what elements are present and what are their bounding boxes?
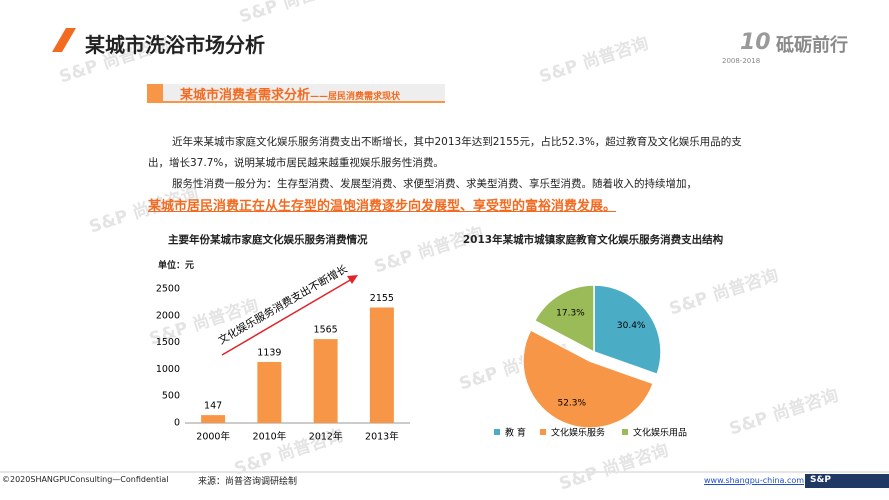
value-label: 17.3% [556,309,585,319]
chart-title: 2013年某城市城镇家庭教育文化娱乐服务消费支出结构 [462,234,724,246]
pie-slice [593,284,662,376]
section-subtitle: ——居民消费需求现状 [310,92,401,102]
value-label: 1565 [314,325,338,336]
source: 来源：尚普咨询调研绘制 [198,477,298,487]
legend-label: 文化娱乐服务 [551,427,605,439]
y-tick-label: 2500 [156,284,180,295]
unit-label: 单位：元 [158,261,195,271]
x-tick-label: 2000年 [196,431,230,443]
legend-label: 文化娱乐用品 [633,427,687,439]
logo-years: 2008-2018 [722,57,761,65]
bar [201,415,226,423]
value-label: 2155 [370,293,394,304]
arrow-head [347,275,358,284]
url[interactable]: www.shangpu-china.com [704,476,805,485]
copyright: ©2020SHANGPUConsulting—Confidential [2,475,169,484]
pie-slice [522,328,655,429]
value-label: 52.3% [557,398,586,408]
footer-brand: S&P [810,475,831,485]
legend-label: 教 育 [505,427,526,439]
y-tick-label: 1500 [156,337,180,348]
section-title: 某城市消费者需求分析 [180,88,311,103]
footer-logo [805,474,889,488]
section-block [147,84,163,101]
watermark: S&P 尚普咨询 [727,384,841,439]
watermark: S&P 尚普咨询 [537,32,651,87]
y-tick-label: 2000 [156,310,180,321]
value-label: 147 [204,401,222,412]
value-label: 1139 [257,347,281,358]
logo-mark: 10 [740,30,771,55]
paragraph: 服务性消费一般分为：生存型消费、发展型消费、求便型消费、求美型消费、享乐型消费。… [172,178,697,190]
legend-swatch [622,429,628,435]
pie-slice [533,284,595,354]
watermark: S&P 尚普咨询 [667,264,781,319]
section-heading: 某城市消费者需求分析——居民消费需求现状 [180,84,400,103]
x-tick-label: 2013年 [365,431,399,443]
legend-swatch [540,429,546,435]
header-icon [52,28,76,52]
y-tick-label: 0 [174,418,180,429]
chart-title: 主要年份某城市家庭文化娱乐服务消费情况 [168,234,368,246]
paragraph: 近年来某城市家庭文化娱乐服务消费支出不断增长，其中2013年达到2155元，占比… [148,136,742,169]
bar [257,361,282,423]
watermark: S&P 尚普咨询 [237,0,351,28]
trend-arrow [221,278,353,356]
x-tick-label: 2010年 [253,431,287,443]
bar [369,307,394,423]
logo-text: 砥砺前行 [776,35,848,56]
y-tick-label: 1000 [156,364,180,375]
y-tick-label: 500 [162,391,180,402]
watermark: S&P 尚普咨询 [557,439,671,494]
section-bar [147,84,445,101]
value-label: 30.4% [617,321,646,331]
bar [313,339,338,423]
page-title: 某城市洗浴市场分析 [85,33,265,57]
x-tick-label: 2012年 [309,431,343,443]
highlight: 某城市居民消费正在从生存型的温饱消费逐步向发展型、享受型的富裕消费发展。 [148,199,617,214]
watermark: S&P 尚普咨询 [372,222,486,277]
legend-swatch [494,429,500,435]
